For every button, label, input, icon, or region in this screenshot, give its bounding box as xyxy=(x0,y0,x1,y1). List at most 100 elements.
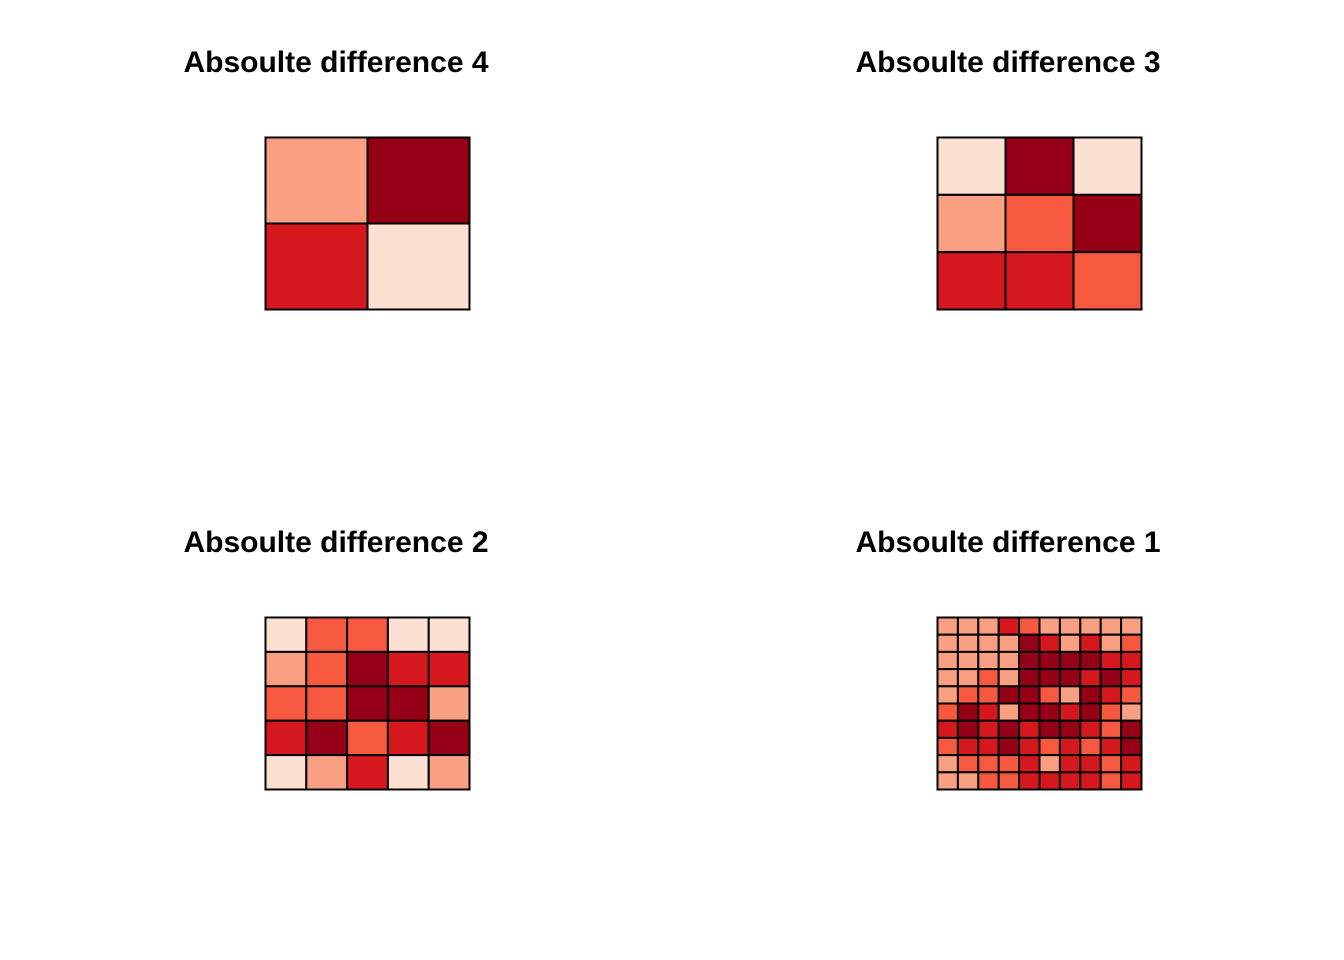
heatmap-plot xyxy=(264,616,471,791)
heatmap-cell xyxy=(936,650,959,671)
heatmap-cell xyxy=(997,719,1021,739)
heatmap-cell xyxy=(264,650,308,688)
heatmap-cell xyxy=(427,685,471,722)
heatmap-cell xyxy=(956,650,980,671)
heatmap-cell xyxy=(956,633,980,653)
heatmap-cell xyxy=(1004,251,1075,311)
heatmap-cell xyxy=(427,719,471,757)
heatmap-cell xyxy=(1099,719,1123,739)
heatmap-cell xyxy=(1099,736,1123,757)
heatmap-cell xyxy=(956,719,980,739)
heatmap-cell xyxy=(977,719,1000,739)
heatmap-cell xyxy=(427,616,471,653)
panel-top-left: Absoulte difference 4 xyxy=(0,0,672,480)
heatmap-cell xyxy=(264,685,308,722)
heatmap-cell xyxy=(386,685,430,722)
heatmap-cell xyxy=(1058,736,1082,757)
heatmap-cell xyxy=(977,736,1000,757)
panel-bottom-right: Absoulte difference 1 xyxy=(672,480,1344,960)
heatmap-cell xyxy=(1079,754,1102,774)
heatmap-cell xyxy=(264,222,369,311)
heatmap-cell xyxy=(997,736,1021,757)
heatmap-cell xyxy=(1099,668,1123,688)
heatmap-cell xyxy=(1018,702,1041,722)
heatmap-cell xyxy=(305,616,349,653)
heatmap-cell xyxy=(936,616,959,636)
heatmap-cell xyxy=(956,685,980,705)
heatmap-cell xyxy=(1099,771,1123,791)
heatmap-cell xyxy=(1120,633,1143,653)
heatmap-cell xyxy=(1038,668,1061,688)
heatmap-cell xyxy=(956,771,980,791)
heatmap-plot xyxy=(936,136,1143,311)
heatmap-cell xyxy=(1038,754,1061,774)
heatmap-cell xyxy=(1038,771,1061,791)
heatmap-cell xyxy=(1120,702,1143,722)
panel-bottom-left: Absoulte difference 2 xyxy=(0,480,672,960)
heatmap-cell xyxy=(997,668,1021,688)
chart-title: Absoulte difference 1 xyxy=(855,526,1161,559)
heatmap-cell xyxy=(1058,771,1082,791)
heatmap-cell xyxy=(1072,136,1143,196)
heatmap-cell xyxy=(977,650,1000,671)
heatmap-cell xyxy=(346,719,389,757)
heatmap-cell xyxy=(1120,685,1143,705)
heatmap-cell xyxy=(1018,754,1041,774)
heatmap-cell xyxy=(936,719,959,739)
heatmap-cell xyxy=(1058,616,1082,636)
heatmap-cell xyxy=(264,754,308,791)
heatmap-cell xyxy=(264,136,369,225)
heatmap-cell xyxy=(1038,702,1061,722)
heatmap-cell xyxy=(1099,616,1123,636)
heatmap-cell xyxy=(366,136,471,225)
heatmap-cell xyxy=(1018,771,1041,791)
heatmap-cell xyxy=(936,771,959,791)
heatmap-cell xyxy=(936,754,959,774)
heatmap-cell xyxy=(427,754,471,791)
heatmap-cell xyxy=(1004,136,1075,196)
heatmap-cell xyxy=(1018,736,1041,757)
heatmap-cell xyxy=(305,719,349,757)
heatmap-cell xyxy=(1038,616,1061,636)
heatmap-cell xyxy=(427,650,471,688)
heatmap-cell xyxy=(1079,771,1102,791)
heatmap-cell xyxy=(1058,719,1082,739)
heatmap-cell xyxy=(386,754,430,791)
heatmap-cell xyxy=(1120,668,1143,688)
heatmap-cell xyxy=(346,685,389,722)
heatmap-cell xyxy=(1079,616,1102,636)
heatmap-cell xyxy=(346,616,389,653)
heatmap-cell xyxy=(936,251,1007,311)
heatmap-cell xyxy=(977,702,1000,722)
heatmap-cell xyxy=(1072,251,1143,311)
heatmap-cell xyxy=(1120,754,1143,774)
heatmap-cell xyxy=(1072,193,1143,254)
heatmap-cell xyxy=(1038,650,1061,671)
heatmap-cell xyxy=(997,616,1021,636)
heatmap-cell xyxy=(956,736,980,757)
heatmap-cell xyxy=(1079,650,1102,671)
heatmap-cell xyxy=(1038,719,1061,739)
heatmap-cell xyxy=(1079,633,1102,653)
heatmap-cell xyxy=(1099,685,1123,705)
heatmap-cell xyxy=(936,193,1007,254)
heatmap-cell xyxy=(305,685,349,722)
heatmap-cell xyxy=(1058,702,1082,722)
heatmap-cell xyxy=(997,650,1021,671)
heatmap-cell xyxy=(977,754,1000,774)
heatmap-cell xyxy=(1018,650,1041,671)
heatmap-cell xyxy=(1079,702,1102,722)
heatmap-cell xyxy=(1058,650,1082,671)
heatmap-cell xyxy=(997,702,1021,722)
heatmap-plot xyxy=(264,136,471,311)
heatmap-cell xyxy=(1058,685,1082,705)
heatmap-cell xyxy=(956,754,980,774)
heatmap-cell xyxy=(386,616,430,653)
heatmap-cell xyxy=(936,136,1007,196)
heatmap-cell xyxy=(977,771,1000,791)
heatmap-cell xyxy=(346,754,389,791)
heatmap-cell xyxy=(1018,719,1041,739)
heatmap-cell xyxy=(997,771,1021,791)
heatmap-cell xyxy=(977,685,1000,705)
heatmap-cell xyxy=(1018,685,1041,705)
